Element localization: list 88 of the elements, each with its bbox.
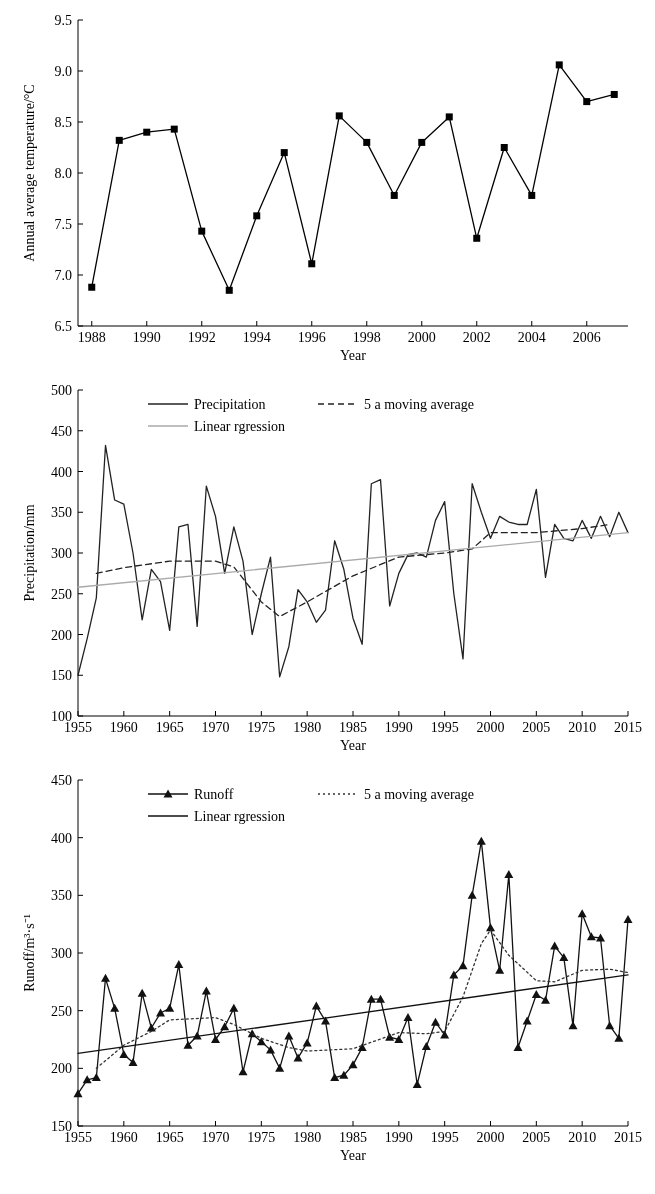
y-tick-label: 8.5 xyxy=(54,115,72,130)
point xyxy=(335,112,343,120)
x-axis-title: Year xyxy=(340,1148,367,1163)
point xyxy=(445,113,453,121)
y-tick-label: 400 xyxy=(51,464,72,480)
point xyxy=(115,136,123,144)
x-axis-title: Year xyxy=(340,738,367,753)
point xyxy=(225,286,233,294)
y-tick-label: 500 xyxy=(51,383,72,398)
x-tick-label: 1970 xyxy=(201,1130,230,1145)
x-tick-label: 1994 xyxy=(242,330,271,345)
y-tick-label: 8.0 xyxy=(54,166,72,181)
x-tick-label: 1960 xyxy=(109,720,138,735)
point xyxy=(363,138,371,146)
x-tick-label: 1980 xyxy=(293,720,322,735)
legend-label: Linear rgression xyxy=(194,809,286,824)
point xyxy=(583,98,591,106)
y-tick-label: 450 xyxy=(51,773,72,788)
point xyxy=(610,90,618,98)
x-tick-label: 1988 xyxy=(77,330,106,345)
y-tick-label: 350 xyxy=(51,505,72,521)
x-tick-label: 2002 xyxy=(462,330,491,345)
legend-label: Linear rgression xyxy=(194,419,286,434)
y-axis-title: Precipitation/mm xyxy=(22,504,37,602)
x-tick-label: 2000 xyxy=(476,1130,505,1145)
y-tick-label: 9.0 xyxy=(54,64,72,79)
line-series xyxy=(77,444,629,678)
x-tick-label: 1975 xyxy=(247,720,276,735)
point xyxy=(500,144,508,151)
y-tick-label: 200 xyxy=(51,1061,72,1077)
x-tick-label: 1975 xyxy=(247,1130,276,1145)
x-tick-label: 1990 xyxy=(384,720,413,735)
x-tick-label: 1990 xyxy=(132,330,161,345)
x-tick-label: 1960 xyxy=(109,1130,138,1145)
y-tick-label: 7.0 xyxy=(54,268,72,283)
x-tick-label: 1992 xyxy=(187,330,216,345)
x-tick-label: 2000 xyxy=(476,720,505,735)
x-tick-label: 1998 xyxy=(352,330,381,345)
point xyxy=(143,128,151,136)
point xyxy=(528,191,536,199)
x-tick-label: 2010 xyxy=(568,720,597,735)
legend-label: 5 a moving average xyxy=(364,397,475,412)
y-tick-label: 150 xyxy=(51,668,72,684)
x-tick-label: 1985 xyxy=(339,1130,367,1145)
x-tick-label: 1995 xyxy=(430,720,459,735)
y-tick-label: 250 xyxy=(51,1003,72,1019)
x-tick-label: 1996 xyxy=(297,330,326,345)
point xyxy=(390,191,398,199)
point xyxy=(280,149,288,157)
y-tick-label: 7.5 xyxy=(54,217,72,232)
point xyxy=(253,212,261,220)
legend-label: 5 a moving average xyxy=(364,787,475,802)
y-axis-title: Annual average temperature/°C xyxy=(22,84,37,262)
point xyxy=(198,227,206,235)
x-tick-label: 1995 xyxy=(430,1130,459,1145)
y-axis-title: Runoff/m³·s⁻¹ xyxy=(22,914,37,992)
x-tick-label: 1965 xyxy=(155,720,184,735)
x-tick-label: 1965 xyxy=(155,1130,184,1145)
x-tick-label: 1990 xyxy=(384,1130,413,1145)
x-tick-label: 1985 xyxy=(339,720,367,735)
y-tick-label: 350 xyxy=(51,888,72,904)
y-tick-label: 250 xyxy=(51,586,72,602)
legend-label: Precipitation xyxy=(194,397,266,412)
point xyxy=(555,61,563,69)
point xyxy=(88,283,96,291)
y-tick-label: 6.5 xyxy=(54,319,72,334)
x-tick-label: 2010 xyxy=(568,1130,597,1145)
x-tick-label: 2000 xyxy=(407,330,436,345)
point xyxy=(308,260,316,268)
y-tick-label: 9.5 xyxy=(54,13,72,28)
legend-label: Runoff xyxy=(194,787,234,802)
x-axis-title: Year xyxy=(340,348,367,363)
x-tick-label: 2015 xyxy=(614,1130,642,1145)
x-tick-label: 2004 xyxy=(517,330,546,345)
x-tick-label: 1970 xyxy=(201,720,230,735)
point xyxy=(473,234,481,242)
y-tick-label: 450 xyxy=(51,423,72,439)
y-tick-label: 300 xyxy=(51,546,72,561)
x-tick-label: 2005 xyxy=(522,720,551,735)
x-tick-label: 2015 xyxy=(614,720,642,735)
x-tick-label: 2006 xyxy=(572,330,601,345)
y-tick-label: 400 xyxy=(51,830,72,846)
point xyxy=(170,125,178,133)
x-tick-label: 1980 xyxy=(293,1130,322,1145)
x-tick-label: 2005 xyxy=(522,1130,551,1145)
y-tick-label: 300 xyxy=(51,946,72,961)
point xyxy=(418,138,426,146)
y-tick-label: 200 xyxy=(51,627,72,643)
